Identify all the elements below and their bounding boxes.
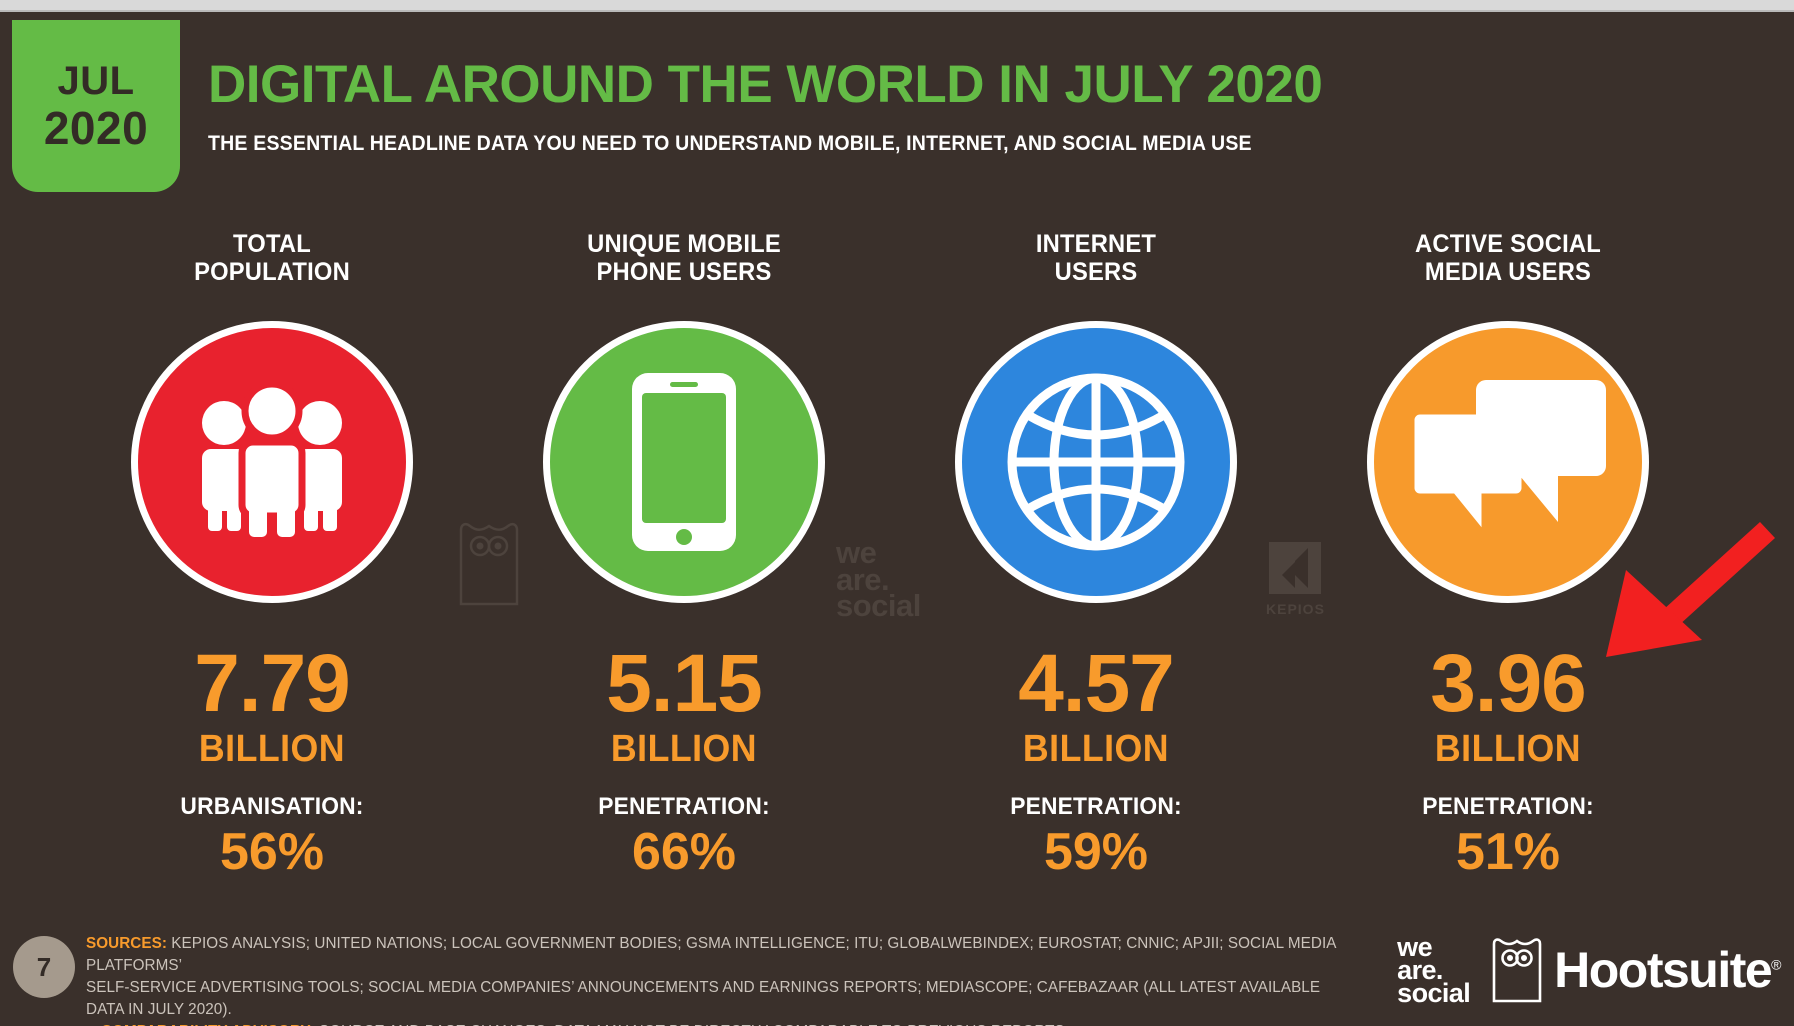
stat-title: INTERNET USERS [900,230,1291,287]
page-title: DIGITAL AROUND THE WORLD IN JULY 2020 [208,55,1323,114]
we-are-social-logo-line2: are. [1397,954,1443,985]
sources-block: SOURCES: KEPIOS ANALYSIS; UNITED NATIONS… [86,933,1357,1026]
stat-unit: BILLION [1434,728,1582,771]
stat-sub-value: 56% [219,823,325,882]
stat-sub-label: PENETRATION: [1010,793,1182,821]
stat-unit: BILLION [198,728,346,771]
stat-sub-label: URBANISATION: [180,793,364,821]
stat-title-line2: MEDIA USERS [1424,258,1592,287]
stat-icon-wrap [890,320,1302,603]
stat-column-internet-users: INTERNET USERS [890,230,1302,880]
stat-value: 4.57 [1018,637,1175,729]
hootsuite-wordmark: Hootsuite® [1554,941,1781,999]
stat-icon-circle [543,320,825,603]
window-chrome-bar [0,0,1794,12]
stat-sub-value: 59% [1043,823,1149,882]
stat-title-line1: ACTIVE SOCIAL [1415,230,1601,258]
speech-bubbles-icon [1408,380,1606,549]
slide-canvas: JUL 2020 DIGITAL AROUND THE WORLD IN JUL… [0,12,1794,1026]
stat-title-line2: PHONE USERS [596,258,772,287]
hootsuite-owl-icon [1492,938,1542,1003]
sources-text-1: KEPIOS ANALYSIS; UNITED NATIONS; LOCAL G… [86,935,1336,974]
stat-title-line1: TOTAL [233,230,311,258]
stat-sub-value: 51% [1455,823,1561,882]
stat-unit: BILLION [610,728,758,771]
we-are-social-logo-line3: social [1397,977,1471,1008]
sources-line-1: SOURCES: KEPIOS ANALYSIS; UNITED NATIONS… [86,933,1357,977]
stat-title-line1: INTERNET [1035,230,1157,258]
stat-title-line1: UNIQUE MOBILE [587,230,781,258]
stat-value: 7.79 [194,637,351,729]
page-number-badge: 7 [13,936,75,998]
stat-icon-circle [955,320,1237,603]
slide-footer: 7 SOURCES: KEPIOS ANALYSIS; UNITED NATIO… [0,920,1794,1026]
stat-icon-circle [131,320,413,603]
advisory-diamond-icon: ◈ [86,1023,97,1026]
globe-icon [1007,373,1185,550]
stat-icon-wrap [1302,320,1714,603]
advisory-label: COMPARABILITY ADVISORY: [101,1023,315,1026]
stat-sub-label: PENETRATION: [598,793,770,821]
stat-column-total-population: TOTAL POPULATION [66,230,478,880]
stat-icon-circle [1367,320,1649,603]
stat-title-line2: USERS [1054,258,1138,287]
stat-column-active-social-media-users: ACTIVE SOCIAL MEDIA USERS 3.96 BILLION P… [1302,230,1714,880]
we-are-social-logo-line1: we [1397,932,1432,962]
date-tab-year: 2020 [43,102,149,154]
we-are-social-logo: we are. social [1397,932,1471,1008]
date-tab: JUL 2020 [12,20,180,192]
stat-value: 5.15 [606,637,763,729]
sources-label: SOURCES: [86,935,167,952]
hootsuite-logo: Hootsuite® [1492,936,1781,1004]
stat-title-line2: POPULATION [194,258,350,287]
stats-row: TOTAL POPULATION [0,230,1794,930]
hootsuite-registered-mark: ® [1771,956,1781,973]
stat-sub-label: PENETRATION: [1422,793,1594,821]
date-tab-month: JUL [57,59,135,103]
people-icon [202,386,342,537]
stat-icon-wrap [478,320,890,603]
stat-icon-wrap [66,320,478,603]
hootsuite-wordmark-text: Hootsuite [1554,942,1773,999]
stat-column-unique-mobile-phone-users: UNIQUE MOBILE PHONE USERS 5.15 BILLION P… [478,230,890,880]
footer-logos: we are. social Hootsuite® [1397,932,1781,1008]
sources-line-2: SELF-SERVICE ADVERTISING TOOLS; SOCIAL M… [86,977,1357,1021]
stat-title: TOTAL POPULATION [76,230,467,287]
page-subtitle: THE ESSENTIAL HEADLINE DATA YOU NEED TO … [208,132,1252,155]
stat-title: UNIQUE MOBILE PHONE USERS [488,230,879,287]
stat-value: 3.96 [1430,637,1587,729]
advisory-text: SOURCE AND BASE CHANGES. DATA MAY NOT BE… [319,1023,1069,1026]
advisory-line: ◈ COMPARABILITY ADVISORY: SOURCE AND BAS… [86,1021,1357,1026]
window-chrome-seam [0,10,1794,12]
stat-title: ACTIVE SOCIAL MEDIA USERS [1312,230,1703,287]
stat-unit: BILLION [1022,728,1170,771]
sources-text-2: SELF-SERVICE ADVERTISING TOOLS; SOCIAL M… [86,979,1321,1018]
mobile-phone-icon [632,372,736,551]
stat-sub-value: 66% [631,823,737,882]
